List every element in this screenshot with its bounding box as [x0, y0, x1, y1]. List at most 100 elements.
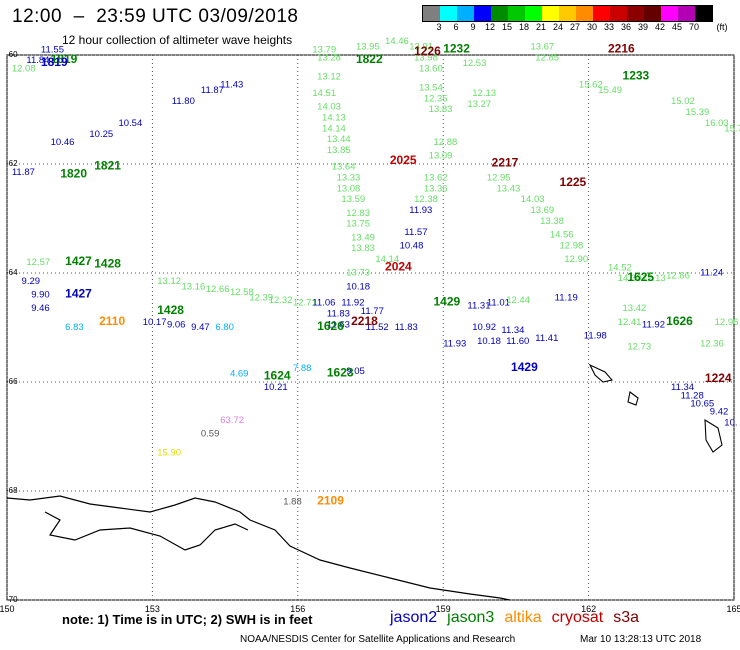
color-scale-tick: 27	[569, 22, 581, 32]
swh-value: 11.63	[327, 320, 350, 331]
swh-value: 11.52	[366, 322, 389, 333]
swh-value: 12.83	[346, 208, 370, 219]
swh-value: 10.65	[690, 399, 714, 410]
legend-s3a: s3a	[613, 609, 640, 626]
swh-value: 12.90	[564, 254, 588, 265]
swh-value: 11.41	[535, 333, 558, 344]
color-swatch	[457, 6, 474, 21]
swh-value: 10.92	[472, 322, 496, 333]
pass-time-label: 1428	[94, 257, 121, 271]
color-scale-tick: 33	[603, 22, 615, 32]
pass-time-label: 1819	[51, 52, 78, 66]
swh-value: 11.01	[487, 298, 510, 309]
swh-value: 7.88	[293, 363, 312, 374]
pass-time-label: 1626	[317, 319, 344, 333]
swh-value: 12.98	[560, 240, 584, 251]
swh-value: 9.29	[22, 276, 41, 287]
legend-jason3: jason3	[447, 609, 495, 626]
swh-value: 11.80	[172, 96, 195, 107]
legend-cryosat: cryosat	[551, 609, 604, 626]
swh-value: 12.08	[12, 63, 36, 74]
lon-tick-label: 162	[581, 604, 597, 614]
swh-value: 12.53	[463, 58, 487, 69]
swh-value: 11.28	[681, 390, 704, 401]
pass-time-label: 1428	[157, 303, 184, 317]
swh-value: 10.18	[477, 336, 501, 347]
lon-tick-label: 153	[144, 604, 160, 614]
swh-value: 10.46	[51, 137, 75, 148]
swh-value: 13.69	[530, 205, 554, 216]
swh-value: 9.05	[346, 366, 365, 377]
swh-value: 13.75	[346, 219, 370, 230]
swh-value: 9.90	[31, 290, 50, 301]
swh-value: 14.13	[322, 112, 346, 123]
swh-value: 12.57	[26, 257, 50, 268]
swh-value: 9.46	[31, 303, 50, 314]
pass-time-label: 1624	[264, 368, 291, 382]
color-scale-tick: 6	[453, 22, 459, 32]
lon-tick-label: 165	[726, 604, 740, 614]
swh-value: 16.03	[705, 118, 729, 129]
color-scale-tick: 18	[518, 22, 530, 32]
swh-value: 11.84	[26, 55, 49, 66]
swh-value: 11.98	[584, 330, 607, 341]
swh-value: 11.83	[395, 322, 418, 333]
swh-value: 11.87	[201, 85, 224, 96]
swh-value: 12.96	[715, 317, 739, 328]
color-scale-bar	[422, 5, 713, 22]
pass-time-label: 2109	[317, 494, 344, 508]
color-swatch	[610, 6, 627, 21]
color-swatch	[491, 6, 508, 21]
swh-value: 11.34	[671, 382, 694, 393]
swh-value: 13.85	[327, 145, 351, 156]
swh-value: 11.93	[443, 339, 466, 350]
color-scale-tick: 3	[436, 22, 442, 32]
swh-value: 11.92	[341, 298, 364, 309]
swh-value: 12.88	[434, 137, 458, 148]
swh-value: 13.60	[419, 63, 443, 74]
swh-value: 14.52	[608, 262, 632, 273]
color-swatch	[695, 6, 712, 21]
swh-value: 15.62	[579, 80, 603, 91]
swh-value: 11.60	[506, 336, 529, 347]
satellite-legend: jason2 jason3 altika cryosat s3a	[390, 609, 639, 627]
color-swatch	[627, 6, 644, 21]
pass-time-label: 1225	[560, 175, 587, 189]
color-scale-tick: 9	[470, 22, 476, 32]
map-subtitle: 12 hour collection of altimeter wave hei…	[62, 33, 293, 47]
lat-tick-label: -66	[6, 377, 18, 386]
swh-value: 11.93	[409, 205, 432, 216]
swh-value: 15.90	[157, 448, 181, 459]
credit-timestamp: Mar 10 13:28:13 UTC 2018	[580, 634, 702, 645]
color-swatch	[440, 6, 457, 21]
swh-value: 14.03	[521, 194, 545, 205]
color-scale-tick: 24	[552, 22, 564, 32]
color-swatch	[559, 6, 576, 21]
swh-value: 14.46	[385, 36, 409, 47]
color-swatch	[525, 6, 542, 21]
pass-time-label: 1224	[705, 371, 732, 385]
swh-value: 4.69	[230, 369, 249, 380]
swh-value: 10.17	[143, 317, 167, 328]
swh-value: 13.27	[467, 99, 491, 110]
swh-value: 10.48	[400, 240, 424, 251]
swh-value: 13.95	[356, 42, 380, 53]
island-outline	[588, 363, 614, 383]
pass-time-label: 2218	[351, 314, 378, 328]
credit-line: NOAA/NESDIS Center for Satellite Applica…	[240, 634, 516, 645]
color-swatch	[644, 6, 661, 21]
swh-value: 14.30	[618, 273, 642, 284]
swh-value: 12.13	[642, 273, 666, 284]
swh-value: 12.44	[506, 295, 530, 306]
footer-note: note: 1) Time is in UTC; 2) SWH is in fe…	[62, 612, 313, 627]
lat-tick-label: -68	[6, 486, 18, 495]
swh-value: 13.42	[623, 303, 647, 314]
swh-value: 11.06	[312, 298, 335, 309]
swh-value: 15.76	[724, 123, 740, 134]
pass-time-label: 1233	[623, 69, 650, 83]
swh-value: 13.09	[429, 151, 453, 162]
pass-time-label: 1821	[94, 158, 121, 172]
swh-value: 11.31	[467, 300, 490, 311]
swh-value: 13.28	[317, 52, 341, 63]
